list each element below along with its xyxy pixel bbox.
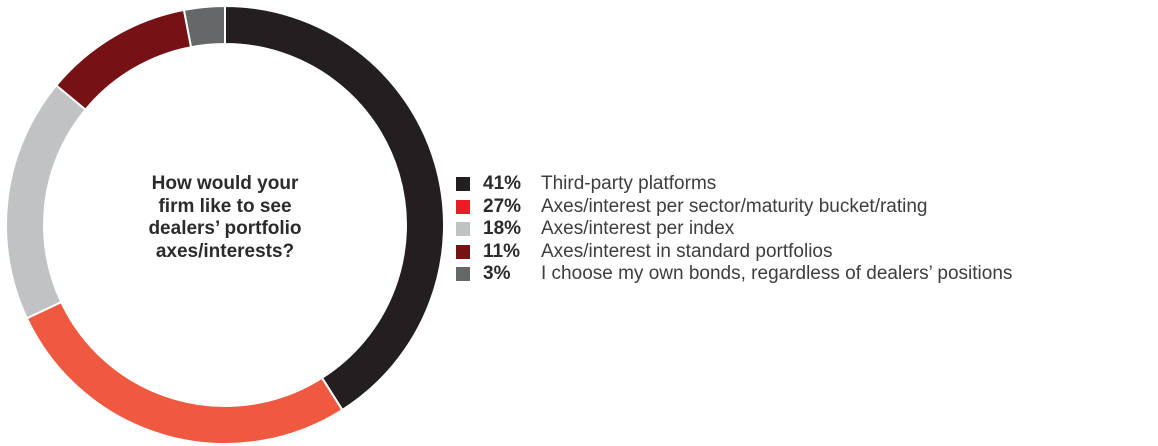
- legend-label: Axes/interest per index: [541, 218, 735, 240]
- legend-percent: 11%: [483, 240, 520, 262]
- legend-swatch: [456, 177, 470, 192]
- chart-title-line-3: dealers’ portfolio: [148, 218, 302, 239]
- donut-slice: [54, 8, 193, 112]
- legend-percent: 18%: [483, 218, 522, 240]
- legend-item: 41% Third-party platforms: [456, 173, 1012, 196]
- legend-item: 3% I choose my own bonds, regardless of …: [456, 263, 1012, 286]
- legend-label: Axes/interest in standard portfolios: [541, 240, 833, 262]
- legend-label: Third-party platforms: [541, 173, 717, 195]
- chart-title-line-1: How would your: [151, 173, 299, 194]
- legend-swatch: [456, 267, 470, 282]
- legend-swatch: [456, 244, 470, 259]
- donut-slice: [25, 300, 344, 445]
- legend-percent: 27%: [483, 195, 522, 217]
- legend-percent: 41%: [483, 173, 522, 195]
- legend-label: I choose my own bonds, regardless of dea…: [541, 263, 1013, 285]
- legend-swatch: [456, 199, 470, 214]
- chart-legend: 41% Third-party platforms 27% Axes/inter…: [456, 173, 1012, 286]
- chart-title-line-4: axes/interests?: [155, 240, 295, 262]
- chart-title: How would your firm like to see dealers’…: [115, 173, 335, 263]
- donut-slice: [182, 4, 226, 49]
- chart-title-line-2: firm like to see: [158, 195, 292, 217]
- legend-item: 18% Axes/interest per index: [456, 218, 1012, 241]
- donut-slice: [5, 83, 87, 320]
- legend-label: Axes/interest per sector/maturity bucket…: [541, 195, 928, 217]
- legend-percent: 3%: [483, 263, 511, 285]
- legend-swatch: [456, 222, 470, 237]
- legend-item: 27% Axes/interest per sector/maturity bu…: [456, 196, 1012, 219]
- legend-item: 11% Axes/interest in standard portfolios: [456, 241, 1012, 264]
